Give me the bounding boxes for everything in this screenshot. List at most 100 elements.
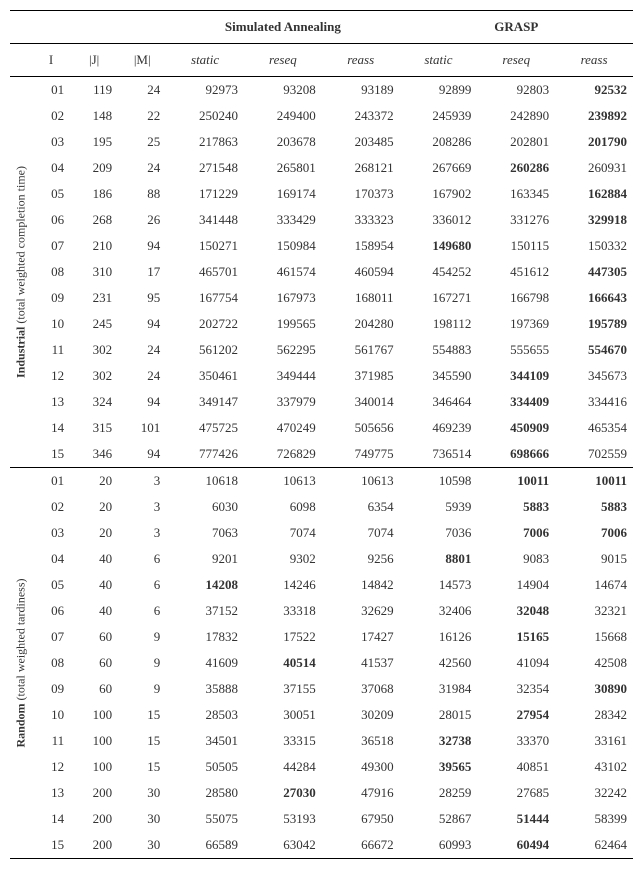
table-row: 1520030665896304266672609936049462464	[10, 832, 633, 859]
cell-I: 03	[32, 520, 70, 546]
cell-g_static: 10598	[400, 468, 478, 495]
cell-g_reass: 15668	[555, 624, 633, 650]
cell-sa_static: 9201	[166, 546, 244, 572]
cell-M: 6	[118, 546, 166, 572]
cell-sa_static: 50505	[166, 754, 244, 780]
cell-I: 04	[32, 546, 70, 572]
cell-J: 245	[70, 311, 118, 337]
cell-g_reass: 345673	[555, 363, 633, 389]
cell-M: 88	[118, 181, 166, 207]
cell-sa_reass: 460594	[322, 259, 400, 285]
cell-sa_static: 14208	[166, 572, 244, 598]
cell-I: 10	[32, 311, 70, 337]
cell-J: 302	[70, 337, 118, 363]
cell-sa_reseq: 10613	[244, 468, 322, 495]
blank-header	[70, 11, 118, 44]
cell-g_static: 32738	[400, 728, 478, 754]
cell-g_static: 28015	[400, 702, 478, 728]
cell-sa_reseq: 337979	[244, 389, 322, 415]
cell-g_static: 16126	[400, 624, 478, 650]
table-row: 03203706370747074703670067006	[10, 520, 633, 546]
cell-sa_reass: 66672	[322, 832, 400, 859]
cell-g_reseq: 92803	[477, 77, 555, 104]
cell-g_static: 208286	[400, 129, 478, 155]
cell-g_reseq: 7006	[477, 520, 555, 546]
cell-sa_static: 10618	[166, 468, 244, 495]
cell-g_reass: 239892	[555, 103, 633, 129]
cell-sa_reseq: 40514	[244, 650, 322, 676]
cell-sa_reass: 30209	[322, 702, 400, 728]
cell-sa_static: 561202	[166, 337, 244, 363]
cell-J: 60	[70, 624, 118, 650]
cell-sa_reass: 9256	[322, 546, 400, 572]
cell-sa_reass: 561767	[322, 337, 400, 363]
cell-I: 01	[32, 77, 70, 104]
cell-sa_static: 34501	[166, 728, 244, 754]
table-row: 0923195167754167973168011167271166798166…	[10, 285, 633, 311]
cell-g_reseq: 5883	[477, 494, 555, 520]
cell-g_static: 736514	[400, 441, 478, 468]
grasp-header: GRASP	[400, 11, 633, 44]
cell-sa_static: 777426	[166, 441, 244, 468]
cell-M: 30	[118, 832, 166, 859]
cell-g_reseq: 15165	[477, 624, 555, 650]
cell-sa_reseq: 93208	[244, 77, 322, 104]
table-row: 1420030550755319367950528675144458399	[10, 806, 633, 832]
cell-sa_reseq: 53193	[244, 806, 322, 832]
cell-sa_reseq: 203678	[244, 129, 322, 155]
cell-g_reseq: 14904	[477, 572, 555, 598]
header-row-2: I |J| |M| static reseq reass static rese…	[10, 44, 633, 77]
cell-g_reseq: 32048	[477, 598, 555, 624]
cell-J: 40	[70, 546, 118, 572]
cell-g_reseq: 27685	[477, 780, 555, 806]
cell-g_static: 39565	[400, 754, 478, 780]
cell-g_reass: 201790	[555, 129, 633, 155]
cell-sa_static: 28503	[166, 702, 244, 728]
cell-sa_reass: 47916	[322, 780, 400, 806]
cell-sa_reass: 505656	[322, 415, 400, 441]
cell-M: 9	[118, 624, 166, 650]
table-row: 06406371523331832629324063204832321	[10, 598, 633, 624]
cell-sa_reass: 268121	[322, 155, 400, 181]
cell-I: 04	[32, 155, 70, 181]
cell-g_static: 167271	[400, 285, 478, 311]
cell-sa_static: 350461	[166, 363, 244, 389]
cell-g_static: 28259	[400, 780, 478, 806]
cell-I: 11	[32, 337, 70, 363]
cell-g_reass: 7006	[555, 520, 633, 546]
cell-sa_reass: 17427	[322, 624, 400, 650]
cell-sa_reseq: 169174	[244, 181, 322, 207]
cell-J: 195	[70, 129, 118, 155]
table-row: 0319525217863203678203485208286202801201…	[10, 129, 633, 155]
cell-sa_reass: 10613	[322, 468, 400, 495]
cell-g_static: 554883	[400, 337, 478, 363]
cell-I: 13	[32, 389, 70, 415]
table-row: 1110015345013331536518327383337033161	[10, 728, 633, 754]
cell-g_reass: 554670	[555, 337, 633, 363]
cell-sa_reseq: 30051	[244, 702, 322, 728]
cell-J: 40	[70, 572, 118, 598]
cell-g_reass: 92532	[555, 77, 633, 104]
cell-sa_static: 92973	[166, 77, 244, 104]
cell-sa_reseq: 562295	[244, 337, 322, 363]
cell-M: 3	[118, 468, 166, 495]
cell-g_static: 267669	[400, 155, 478, 181]
cell-M: 9	[118, 676, 166, 702]
cell-g_reass: 43102	[555, 754, 633, 780]
col-sa-reseq: reseq	[244, 44, 322, 77]
col-g-reseq: reseq	[477, 44, 555, 77]
cell-g_static: 454252	[400, 259, 478, 285]
table-row: 1230224350461349444371985345590344109345…	[10, 363, 633, 389]
cell-g_reseq: 9083	[477, 546, 555, 572]
cell-g_reseq: 202801	[477, 129, 555, 155]
group-label: Random (total weighted tardiness)	[14, 579, 29, 748]
cell-sa_reseq: 726829	[244, 441, 322, 468]
cell-J: 60	[70, 676, 118, 702]
cell-I: 11	[32, 728, 70, 754]
blank-header	[10, 11, 32, 44]
cell-g_reass: 260931	[555, 155, 633, 181]
cell-M: 15	[118, 728, 166, 754]
cell-sa_reass: 168011	[322, 285, 400, 311]
cell-sa_static: 250240	[166, 103, 244, 129]
table-row: 0626826341448333429333323336012331276329…	[10, 207, 633, 233]
